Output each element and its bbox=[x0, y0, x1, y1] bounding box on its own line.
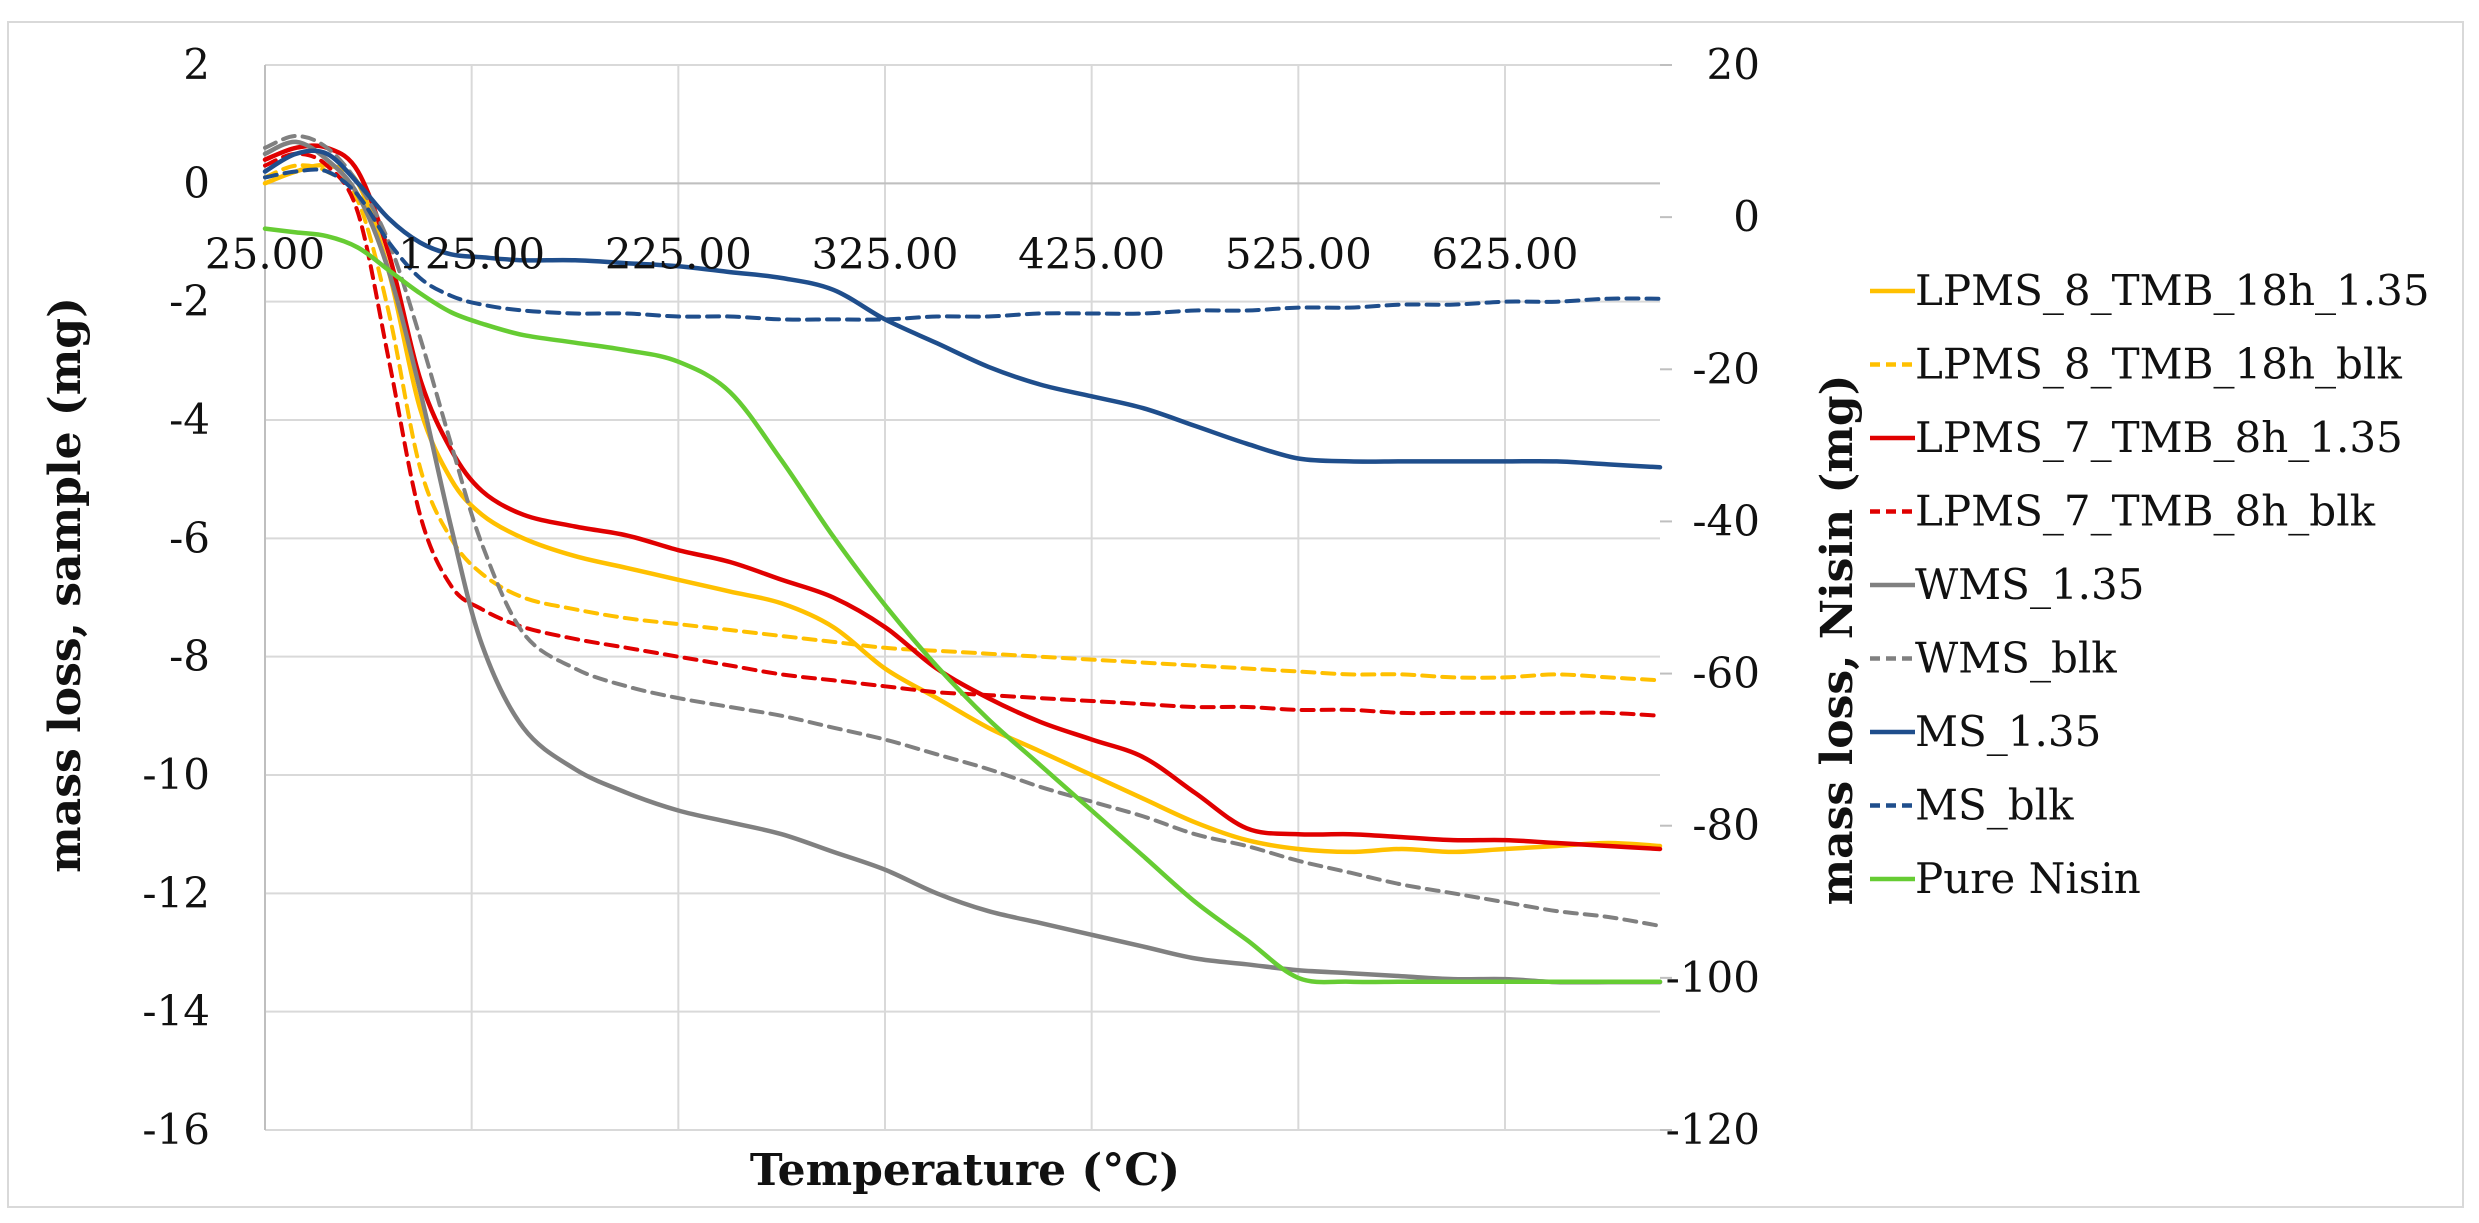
right-y-tick-label: -80 bbox=[1692, 801, 1760, 850]
left-y-tick-label: 0 bbox=[183, 158, 210, 207]
gridlines bbox=[265, 64, 1660, 1131]
right-y-tick-label: 20 bbox=[1707, 40, 1760, 89]
series-line-lpms-8-tmb-18h-blk bbox=[263, 163, 1662, 683]
left-y-tick-label: -2 bbox=[169, 277, 210, 326]
legend: LPMS_8_TMB_18h_1.35 LPMS_8_TMB_18h_blk LPM… bbox=[1870, 266, 2430, 903]
right-y-tick-label: 0 bbox=[1733, 192, 1760, 241]
legend-label: Pure Nisin bbox=[1915, 854, 2141, 903]
legend-label: MS_1.35 bbox=[1915, 707, 2101, 756]
series-line-ms-blk bbox=[263, 167, 1662, 322]
right-y-tick-label: -40 bbox=[1692, 496, 1760, 545]
x-tick-label: 225.00 bbox=[605, 229, 752, 278]
series-lines bbox=[262, 134, 1663, 985]
right-y-tick-label: -120 bbox=[1666, 1105, 1760, 1154]
right-y-tick-label: -60 bbox=[1692, 649, 1760, 698]
legend-label: WMS_1.35 bbox=[1915, 560, 2144, 609]
series-line-wms-blk bbox=[263, 134, 1662, 928]
x-tick-label: 125.00 bbox=[398, 229, 545, 278]
series-line-ms-1-35 bbox=[262, 148, 1663, 470]
left-y-tick-label: -14 bbox=[142, 987, 210, 1036]
right-y-tick-label: -20 bbox=[1692, 344, 1760, 393]
left-y-tick-label: -8 bbox=[169, 632, 210, 681]
x-tick-label: 425.00 bbox=[1018, 229, 1165, 278]
left-y-tick-label: -12 bbox=[142, 868, 210, 917]
legend-label: MS_blk bbox=[1915, 781, 2074, 830]
legend-label: LPMS_7_TMB_8h_blk bbox=[1915, 487, 2376, 536]
series-line-pure-nisin bbox=[262, 226, 1663, 985]
legend-label: WMS_blk bbox=[1915, 634, 2117, 683]
axes bbox=[264, 64, 1672, 1131]
series-line-lpms-8-tmb-18h-1-35 bbox=[262, 162, 1663, 855]
right-y-axis-title: mass loss, Nisin (mg) bbox=[1812, 375, 1863, 906]
x-tick-label: 25.00 bbox=[205, 229, 325, 278]
legend-label: LPMS_7_TMB_8h_1.35 bbox=[1915, 413, 2403, 462]
series-line-lpms-7-tmb-8h-blk bbox=[263, 151, 1662, 718]
x-tick-label: 325.00 bbox=[812, 229, 959, 278]
legend-label: LPMS_8_TMB_18h_1.35 bbox=[1915, 266, 2430, 315]
series-line-wms-1-35 bbox=[262, 139, 1663, 985]
chart-border bbox=[7, 21, 2464, 1208]
x-axis-title: Temperature (°C) bbox=[750, 1145, 1180, 1196]
left-y-tick-label: -6 bbox=[169, 513, 210, 562]
x-tick-label: 525.00 bbox=[1225, 229, 1372, 278]
tick-labels: 25.00 125.00 225.00 325.00 425.00 525.00 625.0… bbox=[142, 40, 1760, 1154]
left-y-tick-label: -10 bbox=[142, 750, 210, 799]
left-y-tick-label: -16 bbox=[142, 1105, 210, 1154]
left-y-tick-label: 2 bbox=[183, 40, 210, 89]
right-y-tick-label: -100 bbox=[1666, 953, 1760, 1002]
left-y-axis-title: mass loss, sample (mg) bbox=[40, 297, 91, 873]
x-tick-label: 625.00 bbox=[1432, 229, 1579, 278]
left-y-tick-label: -4 bbox=[169, 395, 210, 444]
legend-label: LPMS_8_TMB_18h_blk bbox=[1915, 340, 2402, 389]
